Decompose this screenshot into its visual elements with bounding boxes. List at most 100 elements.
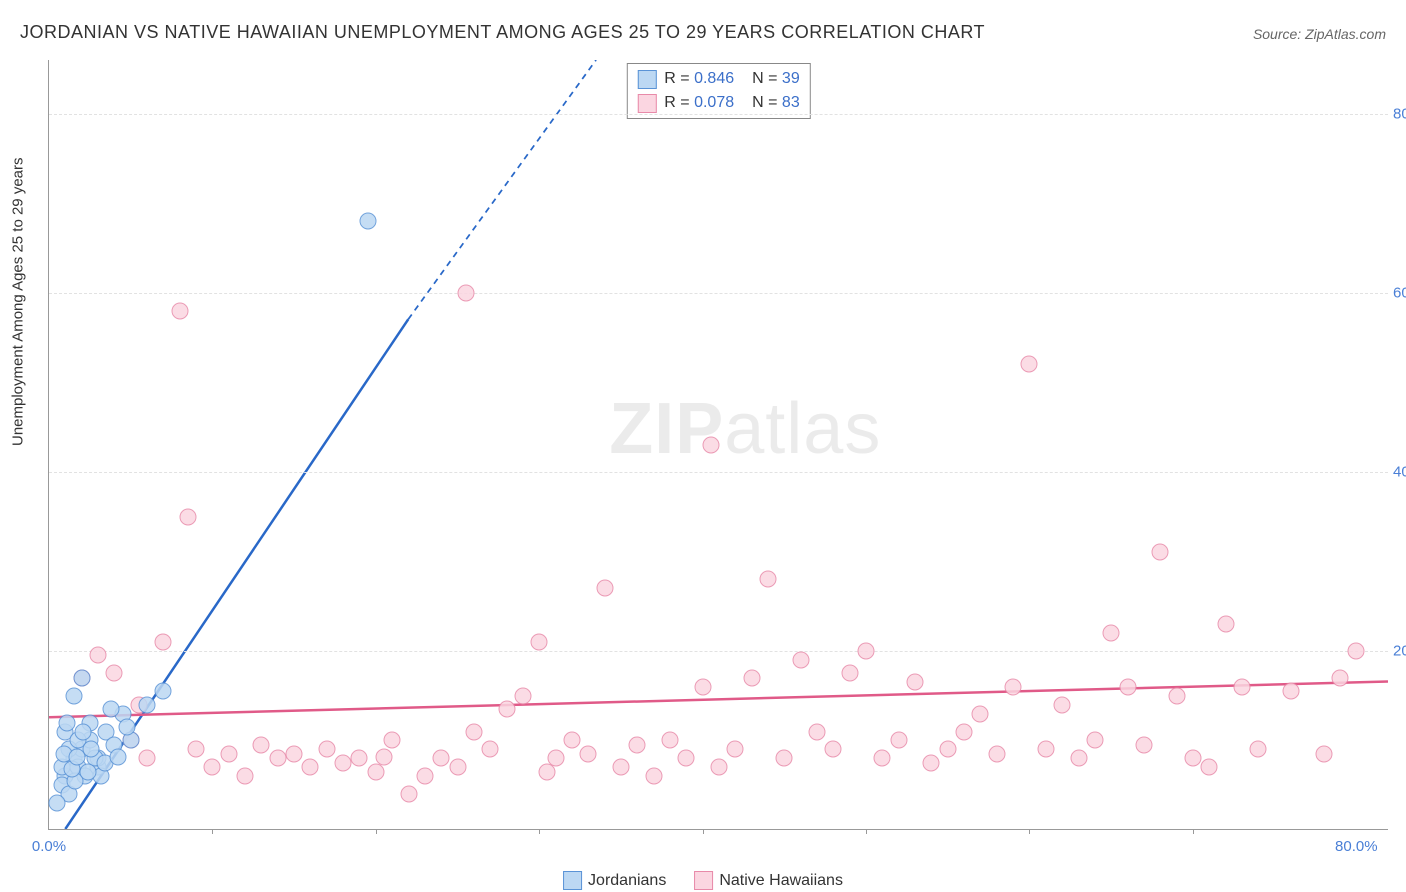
scatter-point — [809, 723, 826, 740]
scatter-point — [335, 754, 352, 771]
scatter-point — [514, 687, 531, 704]
stats-r-label: R = 0.078 — [664, 91, 734, 115]
scatter-point — [119, 719, 136, 736]
watermark-bold: ZIP — [609, 389, 724, 469]
scatter-point — [73, 669, 90, 686]
scatter-point — [139, 696, 156, 713]
scatter-point — [874, 750, 891, 767]
scatter-point — [972, 705, 989, 722]
scatter-point — [1201, 759, 1218, 776]
scatter-point — [776, 750, 793, 767]
scatter-point — [702, 437, 719, 454]
scatter-point — [858, 642, 875, 659]
scatter-point — [449, 759, 466, 776]
stats-row: R = 0.078 N = 83 — [637, 91, 799, 115]
x-tick-mark — [1193, 829, 1194, 834]
scatter-point — [318, 741, 335, 758]
watermark-light: atlas — [724, 389, 881, 469]
scatter-point — [1103, 625, 1120, 642]
legend-item: Native Hawaiians — [694, 871, 843, 890]
scatter-point — [1282, 683, 1299, 700]
scatter-point — [939, 741, 956, 758]
scatter-point — [1217, 616, 1234, 633]
watermark: ZIPatlas — [609, 388, 881, 470]
scatter-point — [1119, 678, 1136, 695]
stats-swatch — [637, 94, 656, 113]
scatter-point — [416, 768, 433, 785]
scatter-point — [384, 732, 401, 749]
scatter-point — [1037, 741, 1054, 758]
trend-line — [49, 681, 1388, 717]
scatter-point — [1168, 687, 1185, 704]
scatter-point — [302, 759, 319, 776]
scatter-point — [482, 741, 499, 758]
scatter-point — [629, 736, 646, 753]
y-tick-label: 40.0% — [1393, 463, 1406, 480]
legend-swatch — [694, 871, 713, 890]
gridline-h — [49, 472, 1388, 473]
legend-label: Jordanians — [588, 872, 666, 890]
scatter-point — [890, 732, 907, 749]
scatter-point — [743, 669, 760, 686]
scatter-point — [83, 741, 100, 758]
stats-r-label: R = 0.846 — [664, 67, 734, 91]
scatter-point — [531, 633, 548, 650]
scatter-point — [465, 723, 482, 740]
gridline-h — [49, 651, 1388, 652]
scatter-point — [596, 580, 613, 597]
scatter-point — [139, 750, 156, 767]
scatter-point — [155, 683, 172, 700]
legend-item: Jordanians — [563, 871, 666, 890]
legend-label: Native Hawaiians — [719, 872, 843, 890]
scatter-point — [400, 786, 417, 803]
stats-row: R = 0.846 N = 39 — [637, 67, 799, 91]
stats-swatch — [637, 70, 656, 89]
bottom-legend: Jordanians Native Hawaiians — [557, 871, 849, 890]
gridline-h — [49, 114, 1388, 115]
scatter-point — [694, 678, 711, 695]
scatter-point — [956, 723, 973, 740]
scatter-point — [49, 795, 66, 812]
scatter-point — [923, 754, 940, 771]
scatter-point — [376, 748, 393, 765]
stats-n-label: N = 83 — [752, 91, 800, 115]
scatter-point — [58, 714, 75, 731]
scatter-point — [727, 741, 744, 758]
scatter-point — [678, 750, 695, 767]
scatter-point — [580, 745, 597, 762]
scatter-point — [1021, 356, 1038, 373]
stats-legend-box: R = 0.846 N = 39 R = 0.078 N = 83 — [626, 63, 810, 119]
scatter-point — [1250, 741, 1267, 758]
scatter-point — [351, 750, 368, 767]
scatter-point — [65, 687, 82, 704]
scatter-point — [109, 748, 126, 765]
y-tick-label: 20.0% — [1393, 642, 1406, 659]
scatter-point — [1315, 745, 1332, 762]
y-tick-label: 60.0% — [1393, 284, 1406, 301]
scatter-point — [1184, 750, 1201, 767]
scatter-point — [547, 750, 564, 767]
scatter-point — [1152, 544, 1169, 561]
scatter-point — [179, 508, 196, 525]
scatter-point — [907, 674, 924, 691]
scatter-point — [359, 213, 376, 230]
scatter-point — [106, 665, 123, 682]
plot-area: ZIPatlas R = 0.846N = 39R = 0.078N = 83 … — [48, 60, 1388, 830]
scatter-point — [75, 723, 92, 740]
x-tick-mark — [866, 829, 867, 834]
y-tick-label: 80.0% — [1393, 105, 1406, 122]
scatter-point — [563, 732, 580, 749]
scatter-point — [103, 701, 120, 718]
stats-n-label: N = 39 — [752, 67, 800, 91]
y-axis-label: Unemployment Among Ages 25 to 29 years — [10, 157, 27, 446]
scatter-point — [841, 665, 858, 682]
chart-title: JORDANIAN VS NATIVE HAWAIIAN UNEMPLOYMEN… — [20, 22, 985, 43]
scatter-point — [367, 763, 384, 780]
scatter-point — [792, 651, 809, 668]
scatter-point — [825, 741, 842, 758]
scatter-point — [1054, 696, 1071, 713]
x-tick-mark — [1029, 829, 1030, 834]
scatter-point — [612, 759, 629, 776]
scatter-point — [1348, 642, 1365, 659]
scatter-point — [237, 768, 254, 785]
